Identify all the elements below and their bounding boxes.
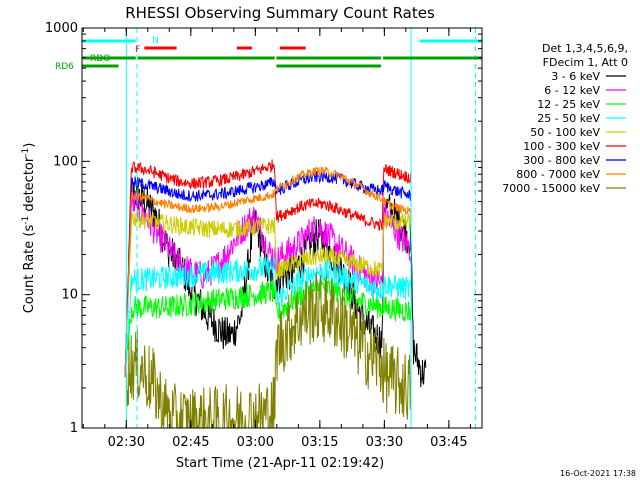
legend-label-4: 50 - 100 keV (530, 126, 600, 139)
axes-frame (81, 27, 483, 429)
legend-label-1: 6 - 12 keV (544, 84, 600, 97)
legend-label-2: 12 - 25 keV (537, 98, 600, 111)
state-bar-label-rdo: RDO (90, 54, 110, 64)
state-bar-label-n: N (152, 36, 159, 46)
legend-label-6: 300 - 800 keV (523, 154, 600, 167)
legend-header-1: FDecim 1, Att 0 (543, 56, 628, 69)
y-tick-label-3: 1000 (45, 21, 78, 36)
series-line-1 (124, 190, 412, 378)
y-tick-label-2: 100 (53, 154, 78, 169)
legend-label-0: 3 - 6 keV (551, 70, 600, 83)
series-line-2 (124, 277, 412, 378)
y-axis-label-end: ) (22, 143, 37, 148)
series-line-4 (124, 209, 412, 378)
legend-header-0: Det 1,3,4,5,6,9, (542, 42, 628, 55)
series-line-3 (124, 255, 412, 378)
y-axis-label-sup1: -1 (21, 216, 31, 225)
x-tick-label-0: 02:30 (108, 435, 145, 450)
footer-timestamp: 16-Oct-2021 17:38 (560, 469, 636, 478)
plot-area: N F RDO RD6 1 10 100 1000 02:30 02:45 03:00 03:15 03… (45, 21, 483, 450)
x-tick-label-5: 03:45 (430, 435, 467, 450)
y-axis-label-mid: detector (22, 156, 37, 216)
legend: Det 1,3,4,5,6,9,FDecim 1, Att 03 - 6 keV… (502, 42, 628, 195)
x-tick-label-3: 03:15 (301, 435, 338, 450)
legend-label-3: 25 - 50 keV (537, 112, 600, 125)
series-line-8 (124, 271, 412, 430)
y-tick-label-0: 1 (70, 421, 78, 436)
y-axis-label: Count Rate (s-1 detector-1) (21, 143, 37, 314)
state-bar-label-f: F (135, 45, 140, 55)
chart-title: RHESSI Observing Summary Count Rates (125, 4, 435, 22)
x-tick-label-2: 03:00 (237, 435, 274, 450)
x-tick-label-4: 03:30 (366, 435, 403, 450)
series-line-5 (124, 159, 412, 378)
y-axis-label-sup2: -1 (21, 148, 31, 157)
state-bar-label-rd6: RD6 (55, 62, 74, 72)
x-tick-label-1: 02:45 (172, 435, 209, 450)
y-tick-label-1: 10 (61, 288, 78, 303)
x-axis-label: Start Time (21-Apr-11 02:19:42) (176, 456, 384, 471)
legend-label-5: 100 - 300 keV (523, 140, 600, 153)
y-axis-label-main: Count Rate (s (22, 225, 37, 314)
legend-label-8: 7000 - 15000 keV (502, 182, 600, 195)
legend-label-7: 800 - 7000 keV (516, 168, 600, 181)
series-line-7 (124, 165, 412, 378)
